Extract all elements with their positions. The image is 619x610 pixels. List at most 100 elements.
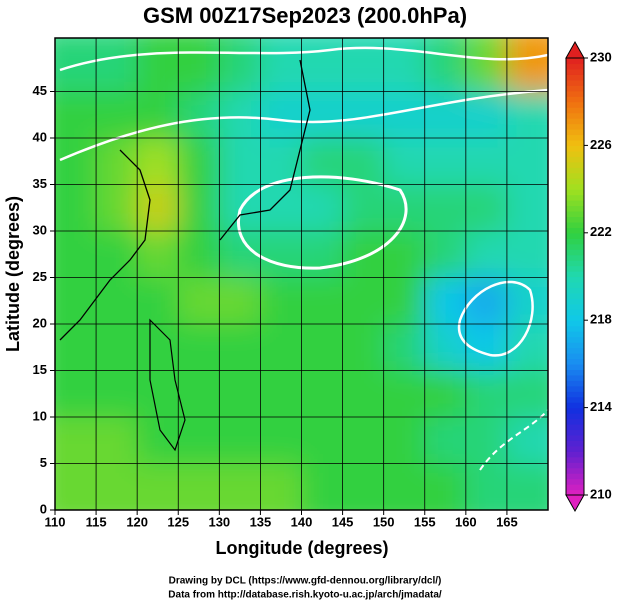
field-cell xyxy=(301,231,344,279)
colorbar-band xyxy=(566,96,584,103)
colorbar-band xyxy=(566,161,584,168)
field-cell xyxy=(506,231,548,279)
colorbar-band xyxy=(566,418,584,425)
colorbar-band xyxy=(566,205,584,212)
field-cell xyxy=(137,417,180,465)
colorbar-band xyxy=(566,320,584,327)
colorbar-band xyxy=(566,363,584,370)
colorbar-band xyxy=(566,473,584,480)
colorbar-tick-label: 222 xyxy=(590,224,612,239)
colorbar-tick-label: 230 xyxy=(590,49,612,64)
field-cell xyxy=(465,417,508,465)
colorbar-band xyxy=(566,413,584,420)
y-tick-label: 40 xyxy=(33,129,47,144)
field-cell xyxy=(178,138,221,186)
colorbar-band xyxy=(566,68,584,75)
colorbar-band xyxy=(566,276,584,283)
colorbar-band xyxy=(566,194,584,201)
x-tick-label: 145 xyxy=(332,514,354,529)
field-cell xyxy=(55,417,98,465)
colorbar-band xyxy=(566,271,584,278)
field-cell xyxy=(383,324,426,372)
field-cell xyxy=(383,277,426,325)
colorbar-band xyxy=(566,352,584,360)
x-axis-label: Longitude (degrees) xyxy=(215,538,388,558)
field-cell xyxy=(301,417,344,465)
field-cell xyxy=(506,277,548,325)
field-cell xyxy=(424,370,467,418)
field-cell xyxy=(137,277,180,325)
field-cell xyxy=(424,231,467,279)
field-cell xyxy=(465,38,508,93)
field-cell xyxy=(219,91,262,139)
colorbar-band xyxy=(566,369,584,376)
colorbar-band xyxy=(566,216,584,223)
colorbar-band xyxy=(566,129,584,136)
x-tick-label: 125 xyxy=(167,514,189,529)
field-cell xyxy=(137,38,180,93)
field-cell xyxy=(260,231,303,279)
colorbar-band xyxy=(566,145,584,152)
y-tick-label: 45 xyxy=(33,83,47,98)
colorbar-band xyxy=(566,336,584,343)
footer-line: Drawing by DCL (https://www.gfd-dennou.o… xyxy=(169,576,442,587)
field-cell xyxy=(424,463,467,510)
colorbar-frame xyxy=(565,57,585,496)
field-cell xyxy=(506,370,548,418)
field-cell xyxy=(137,370,180,418)
field-cell xyxy=(260,184,303,232)
field-cell xyxy=(383,38,426,93)
colorbar-band xyxy=(566,478,584,485)
field-cell xyxy=(260,417,303,465)
colorbar-band xyxy=(566,238,584,245)
field-cell xyxy=(301,324,344,372)
coastline xyxy=(149,318,186,452)
contour xyxy=(237,175,408,270)
field-cell xyxy=(219,370,262,418)
colorbar-band xyxy=(566,451,584,458)
field-cell xyxy=(137,324,180,372)
field-cell xyxy=(301,277,344,325)
field-cell xyxy=(55,91,98,139)
field-cell xyxy=(96,184,139,232)
colorbar-band xyxy=(566,407,584,414)
colorbar-band xyxy=(566,58,584,65)
field-cell xyxy=(137,184,180,232)
colorbar-band xyxy=(566,210,584,218)
colorbar-band xyxy=(566,101,584,108)
field-cell xyxy=(55,231,98,279)
colorbar-band xyxy=(566,189,584,196)
field-cell xyxy=(260,277,303,325)
field-cell xyxy=(465,184,508,232)
field-cell xyxy=(178,370,221,418)
field-cell xyxy=(96,417,139,465)
colorbar-band xyxy=(566,298,584,305)
coastline xyxy=(219,59,311,241)
field-cell xyxy=(342,417,385,465)
field-cell xyxy=(219,38,262,93)
field-cell xyxy=(55,277,98,325)
y-tick-label: 10 xyxy=(33,408,47,423)
colorbar-band xyxy=(566,156,584,163)
field-cell xyxy=(178,324,221,372)
colorbar-band xyxy=(566,342,584,349)
field-cell xyxy=(178,231,221,279)
colorbar-band xyxy=(566,167,584,174)
colorbar-band xyxy=(566,467,584,474)
colorbar-band xyxy=(566,440,584,447)
colorbar-band xyxy=(566,489,584,496)
field-cell xyxy=(301,370,344,418)
colorbar-band xyxy=(566,232,584,239)
field-cell xyxy=(424,38,467,93)
field-cell xyxy=(219,324,262,372)
field-cell xyxy=(383,231,426,279)
field-cell xyxy=(301,463,344,510)
field-cell xyxy=(506,38,548,93)
x-tick-label: 150 xyxy=(373,514,395,529)
x-tick-label: 155 xyxy=(414,514,436,529)
field-cell xyxy=(55,463,98,510)
colorbar-band xyxy=(566,249,584,256)
field-cell xyxy=(465,277,508,325)
field-cell xyxy=(342,231,385,279)
